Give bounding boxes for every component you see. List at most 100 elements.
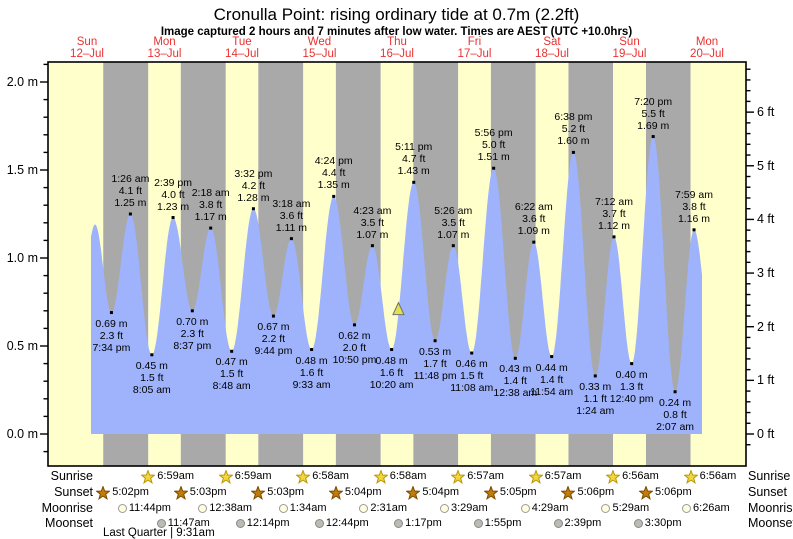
tide-extreme-line: 5.5 ft bbox=[641, 107, 665, 120]
right-axis-label: 6 ft bbox=[757, 105, 775, 120]
day-label: Thu 16–Jul bbox=[365, 36, 429, 60]
tide-extreme-line: 1.35 m bbox=[317, 179, 350, 192]
day-label: Fri 17–Jul bbox=[443, 36, 507, 60]
tide-extreme-label: 6:22 am 3.6 ft 1.09 m bbox=[488, 201, 580, 237]
astro-row-label-left: Sunset bbox=[54, 485, 93, 499]
tide-extreme-dot bbox=[593, 374, 597, 378]
tide-extreme-line: 1.11 m bbox=[275, 221, 308, 234]
day-label: Sat 18–Jul bbox=[520, 36, 584, 60]
day-date: 17–Jul bbox=[457, 47, 492, 60]
tide-extreme-label: 7:12 am 3.7 ft 1.12 m bbox=[568, 196, 660, 232]
tide-extreme-line: 3.8 ft bbox=[682, 200, 706, 213]
tide-extreme-line: 1.23 m bbox=[156, 200, 190, 213]
tide-extreme-dot bbox=[433, 339, 437, 343]
tide-extreme-dot bbox=[352, 323, 356, 327]
day-date: 13–Jul bbox=[147, 47, 182, 60]
tide-extreme-line: 3:18 am bbox=[272, 197, 311, 210]
tide-extreme-dot bbox=[150, 353, 154, 357]
day-date: 16–Jul bbox=[380, 47, 414, 60]
day-label: Sun 19–Jul bbox=[598, 36, 662, 60]
tide-extreme-dot bbox=[209, 226, 213, 230]
moonrise-time: 5:29am bbox=[612, 502, 650, 514]
tide-extreme-dot bbox=[230, 349, 234, 353]
sunset-time: 5:03pm bbox=[267, 486, 304, 498]
tide-extreme-dot bbox=[390, 348, 394, 352]
tide-extreme-line: 2:39 pm bbox=[154, 176, 193, 189]
left-axis-label: 1.5 m bbox=[6, 163, 38, 177]
tide-extreme-line: 2.3 ft bbox=[99, 329, 124, 342]
tide-extreme-line: 4.4 ft bbox=[322, 167, 346, 180]
tide-extreme-line: 1.6 ft bbox=[299, 366, 324, 379]
tide-extreme-label: 1:26 am 4.1 ft 1.25 m bbox=[84, 173, 176, 209]
tide-extreme-line: 1.25 m bbox=[114, 197, 147, 209]
tide-extreme-line: 2:18 am bbox=[191, 187, 230, 200]
sunrise-entry: 6:57am bbox=[528, 469, 582, 484]
left-axis-label: 2.0 m bbox=[6, 75, 38, 89]
moonset-entry: 12:14pm bbox=[235, 517, 290, 530]
sunset-icon bbox=[638, 485, 653, 500]
moonrise-entry: 11:44pm bbox=[117, 502, 171, 515]
day-label: Wed 15–Jul bbox=[288, 36, 352, 60]
day-label: Sun 12–Jul bbox=[55, 36, 119, 60]
right-axis-label: 2 ft bbox=[757, 319, 775, 334]
tide-extreme-label: 0.53 m 1.7 ft 11:48 pm bbox=[389, 346, 481, 382]
tide-extreme-label: 0.48 m 1.6 ft 10:20 am bbox=[346, 355, 438, 391]
moonset-icon bbox=[156, 519, 166, 528]
moonset-icon bbox=[235, 519, 245, 528]
moonrise-icon bbox=[278, 504, 288, 513]
tide-extreme-line: 5.2 ft bbox=[561, 123, 586, 136]
tide-extreme-dot bbox=[630, 362, 634, 366]
tide-extreme-line: 11:54 am bbox=[530, 385, 574, 398]
moonset-icon bbox=[473, 519, 483, 528]
moonrise-entry: 1:34am bbox=[278, 502, 327, 515]
sunrise-icon bbox=[218, 469, 233, 484]
sunset-entry: 5:04pm bbox=[406, 485, 459, 500]
moonrise-time: 2:31am bbox=[370, 502, 408, 514]
tide-extreme-dot bbox=[550, 355, 554, 359]
moonrise-icon bbox=[198, 504, 208, 513]
day-of-week: Sun bbox=[76, 36, 98, 48]
sunrise-time: 6:58am bbox=[312, 470, 349, 482]
tide-extreme-dot bbox=[571, 150, 575, 154]
moonrise-time: 12:38am bbox=[209, 502, 253, 514]
day-date: 15–Jul bbox=[302, 47, 337, 60]
tide-extreme-line: 4:24 pm bbox=[314, 155, 353, 168]
tide-extreme-line: 1:26 am bbox=[111, 173, 150, 185]
tide-extreme-line: 0.33 m bbox=[579, 380, 612, 393]
tide-extreme-label: 4:24 pm 4.4 ft 1.35 m bbox=[288, 155, 380, 191]
moonset-entry: 1:17pm bbox=[394, 517, 442, 530]
day-of-week: Sun bbox=[619, 36, 640, 48]
capture-time-marker-icon bbox=[392, 301, 405, 316]
tide-extreme-label: 5:56 pm 5.0 ft 1.51 m bbox=[448, 127, 540, 163]
tide-extreme-line: 0.43 m bbox=[499, 363, 532, 376]
tide-extreme-dot bbox=[532, 240, 536, 244]
tide-extreme-line: 7:20 pm bbox=[634, 95, 673, 108]
tide-extreme-line: 1.5 ft bbox=[219, 368, 244, 381]
tide-extreme-line: 1.7 ft bbox=[423, 357, 447, 370]
sunrise-time: 6:59am bbox=[234, 470, 272, 482]
sunrise-icon bbox=[296, 469, 311, 484]
sunset-time: 5:03pm bbox=[189, 486, 227, 498]
tide-extreme-label: 4:23 am 3.5 ft 1.07 m bbox=[326, 205, 418, 241]
tide-extreme-dot bbox=[651, 135, 655, 139]
day-of-week: Fri bbox=[467, 36, 482, 48]
sunset-entry: 5:06pm bbox=[638, 485, 692, 500]
day-date: 18–Jul bbox=[535, 47, 569, 60]
moonrise-icon bbox=[682, 504, 692, 513]
tide-extreme-line: 7:59 am bbox=[675, 188, 713, 201]
tide-extreme-line: 2:07 am bbox=[656, 420, 695, 433]
tide-extreme-line: 1.4 ft bbox=[539, 373, 564, 386]
sunrise-icon bbox=[451, 469, 466, 484]
moonrise-icon bbox=[117, 504, 127, 513]
tide-extreme-line: 11:08 am bbox=[450, 382, 494, 395]
tide-extreme-line: 1.5 ft bbox=[140, 371, 164, 384]
tide-extreme-dot bbox=[171, 216, 175, 220]
tide-extreme-label: 3:32 pm 4.2 ft 1.28 m bbox=[207, 168, 299, 204]
tide-extreme-line: 8:37 pm bbox=[173, 339, 212, 352]
tide-extreme-label: 3:18 am 3.6 ft 1.11 m bbox=[245, 198, 337, 234]
tide-extreme-dot bbox=[310, 348, 314, 352]
sunrise-time: 6:58am bbox=[389, 470, 427, 482]
tide-extreme-label: 0.44 m 1.4 ft 11:54 am bbox=[506, 362, 598, 398]
sunrise-time: 6:57am bbox=[544, 470, 582, 482]
tide-extreme-line: 1.5 ft bbox=[460, 370, 484, 383]
